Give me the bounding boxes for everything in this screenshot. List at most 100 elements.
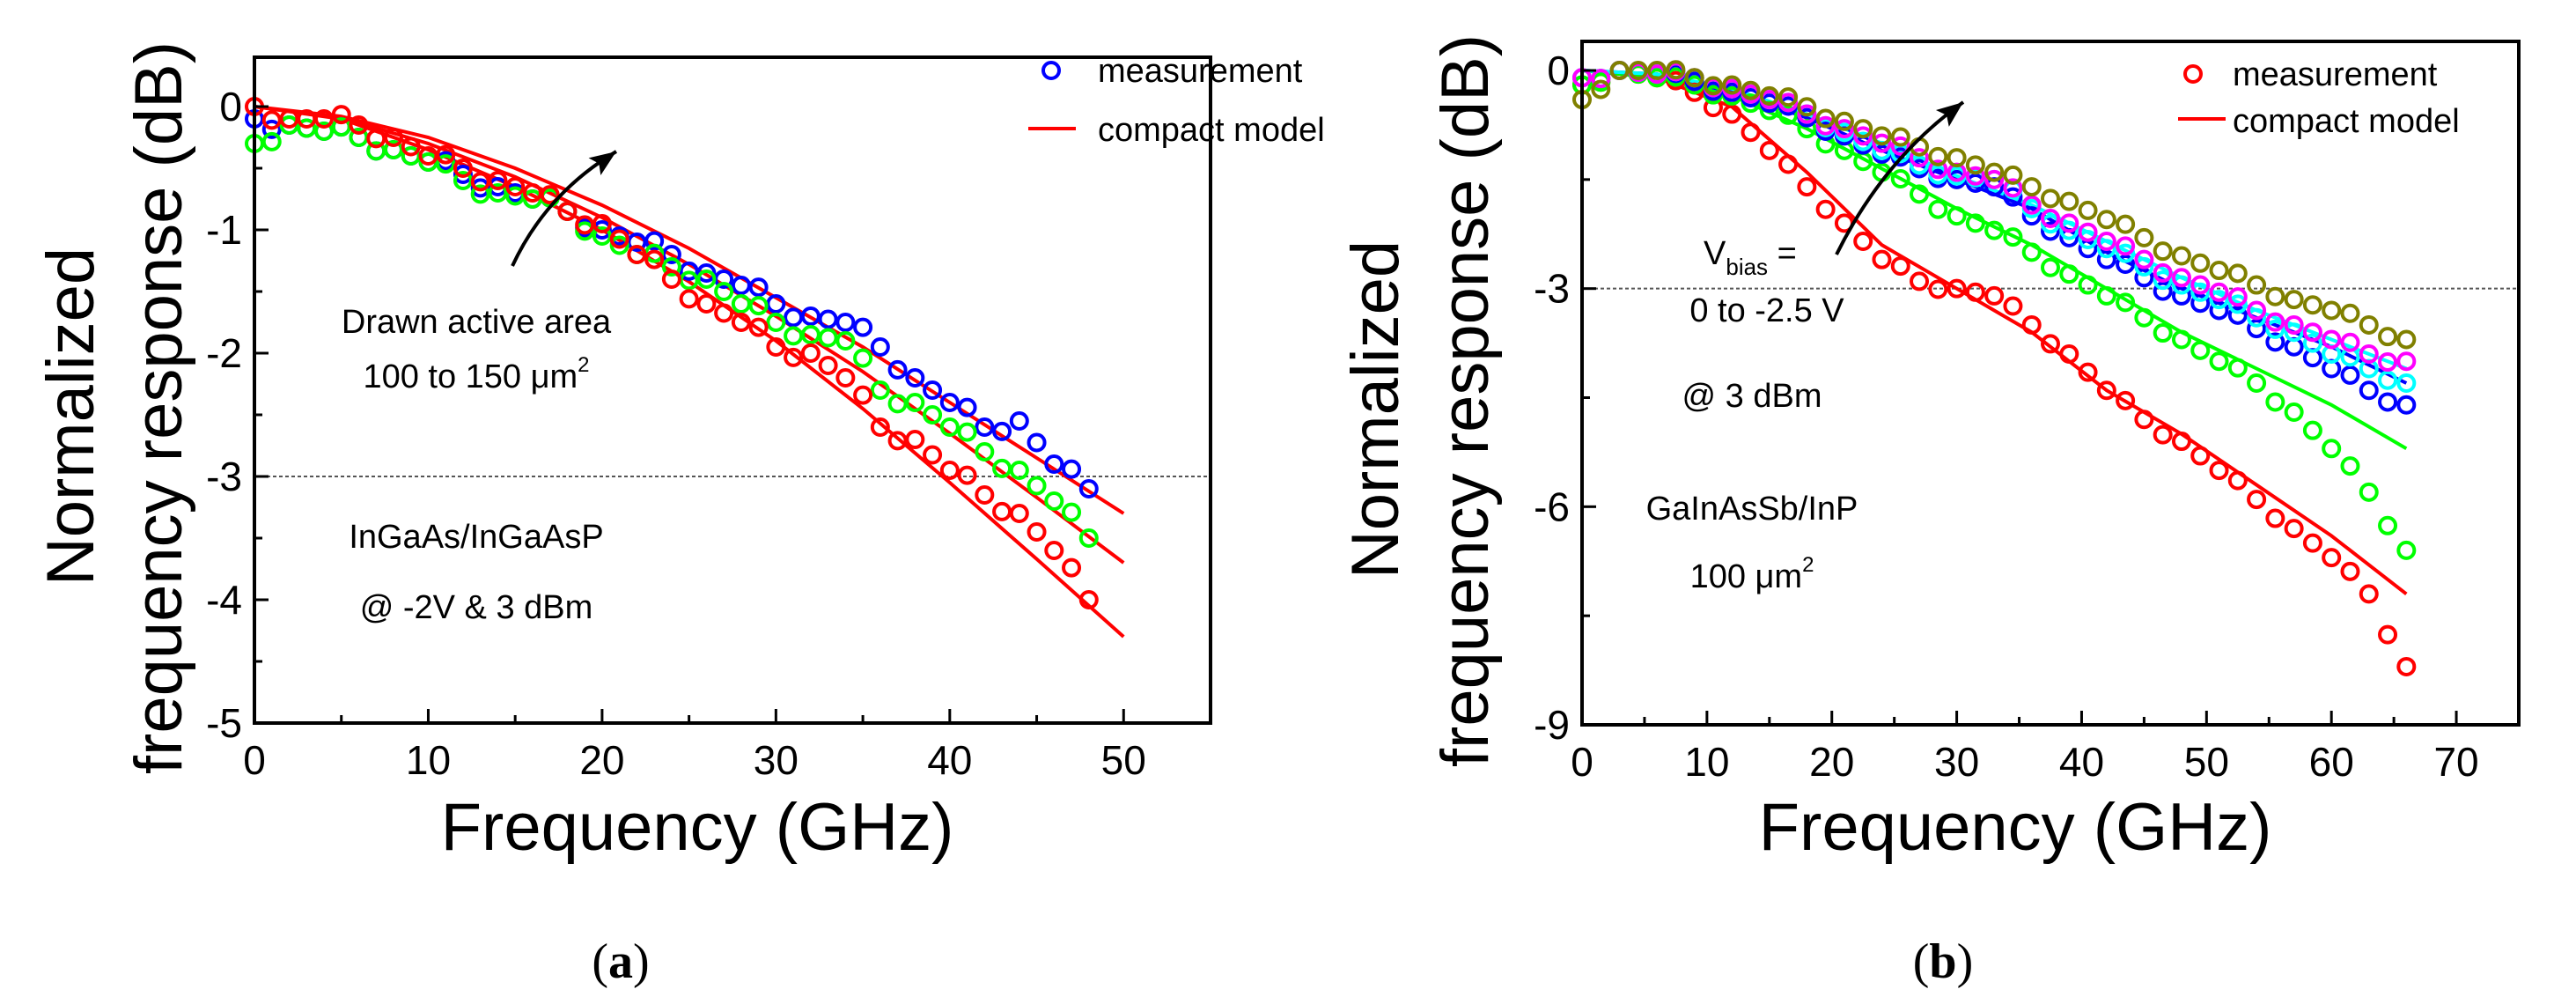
data-point [2003, 227, 2023, 247]
data-point [2078, 229, 2098, 249]
caption-close: ) [1957, 934, 1974, 989]
data-point [2302, 295, 2322, 315]
x-tick-label: 50 [1101, 737, 1146, 783]
data-point [453, 165, 473, 184]
data-point [696, 294, 717, 314]
data-point [923, 445, 943, 465]
data-point [1984, 162, 2005, 182]
y-tick-label: -9 [1534, 702, 1570, 748]
measurement-series-0 [1572, 61, 2417, 676]
data-point [731, 294, 751, 314]
data-point [2227, 294, 2248, 314]
data-point [2059, 191, 2079, 211]
data-point [1778, 154, 1799, 174]
data-point [1872, 249, 1892, 269]
x-tick-label: 20 [1809, 739, 1854, 785]
data-point [975, 417, 995, 437]
y-axis-label-line1: Normalized [33, 247, 108, 586]
data-point [1890, 169, 1910, 189]
data-point [313, 122, 334, 141]
data-point [1965, 155, 1985, 175]
data-point [2265, 508, 2285, 528]
data-point [1078, 590, 1099, 609]
data-point [661, 269, 681, 289]
data-point [2209, 300, 2229, 321]
y-axis-label-line2: frequency response (dB) [1428, 34, 1503, 767]
data-point [2134, 268, 2154, 288]
data-point [2378, 624, 2398, 645]
data-point [575, 221, 595, 241]
data-point [1910, 184, 1930, 204]
data-point [2396, 395, 2417, 415]
data-point [2302, 420, 2322, 440]
data-point [2322, 329, 2342, 350]
legend-label-measurement: measurement [1098, 53, 1303, 90]
data-point [1703, 76, 1723, 96]
data-point [2302, 533, 2322, 553]
data-point [1797, 97, 1817, 117]
data-point [975, 485, 995, 505]
y-tick-label: 0 [219, 84, 242, 129]
data-point [2116, 390, 2136, 410]
data-point [2265, 392, 2285, 412]
data-point [592, 214, 612, 233]
data-point [766, 337, 786, 357]
x-tick-label: 20 [579, 737, 624, 783]
data-point [1965, 213, 1985, 233]
x-axis-label: Frequency (GHz) [441, 790, 954, 865]
data-point [609, 235, 629, 255]
data-point [1078, 528, 1099, 548]
data-point [905, 368, 925, 388]
legend-label-model: compact model [2233, 103, 2460, 140]
data-point [2153, 241, 2173, 262]
data-point [2041, 334, 2060, 354]
data-point [1591, 69, 1611, 89]
data-point [2378, 370, 2398, 390]
x-tick-label: 0 [243, 737, 266, 783]
data-point [2284, 314, 2304, 335]
data-point [540, 185, 560, 205]
data-point [1759, 140, 1779, 160]
data-point [2190, 282, 2211, 302]
superscript: 2 [1802, 553, 1814, 577]
data-point [2359, 314, 2379, 335]
data-point [2021, 195, 2042, 215]
data-point [1722, 104, 1742, 124]
data-point [818, 356, 838, 375]
data-point [1062, 557, 1082, 578]
data-point [766, 313, 786, 332]
data-point [2003, 178, 2023, 198]
data-point [2003, 165, 2023, 185]
data-point [784, 307, 804, 328]
trend-arrow [1835, 100, 1965, 255]
data-point [2359, 380, 2379, 401]
data-point [679, 289, 699, 309]
data-point [957, 397, 977, 417]
data-point [748, 296, 769, 316]
data-point [2171, 285, 2191, 306]
data-point [2171, 432, 2191, 452]
data-point [870, 380, 890, 400]
data-point [2227, 305, 2248, 325]
data-point [1027, 476, 1047, 496]
data-point [2078, 275, 2098, 295]
data-point [2059, 343, 2079, 364]
data-point [1910, 148, 1930, 168]
data-point [2396, 351, 2417, 372]
data-point [2116, 236, 2136, 256]
data-point [2021, 206, 2042, 226]
data-point [2209, 261, 2229, 281]
data-point [1666, 60, 1686, 80]
data-point [2340, 561, 2360, 581]
x-tick-label: 10 [406, 737, 451, 783]
data-point [1027, 432, 1047, 453]
data-point [661, 257, 681, 277]
data-point [261, 131, 282, 151]
chart-b: 0 10 20 30 40 50 60 70 0 -3 -6 -9 Normalized frequenc… [1338, 34, 2521, 989]
data-point [1947, 278, 1967, 299]
data-point [2247, 373, 2267, 393]
data-point [2041, 257, 2060, 277]
data-point [2116, 214, 2136, 234]
data-point [313, 109, 334, 129]
measurement-series-1 [245, 115, 1099, 548]
